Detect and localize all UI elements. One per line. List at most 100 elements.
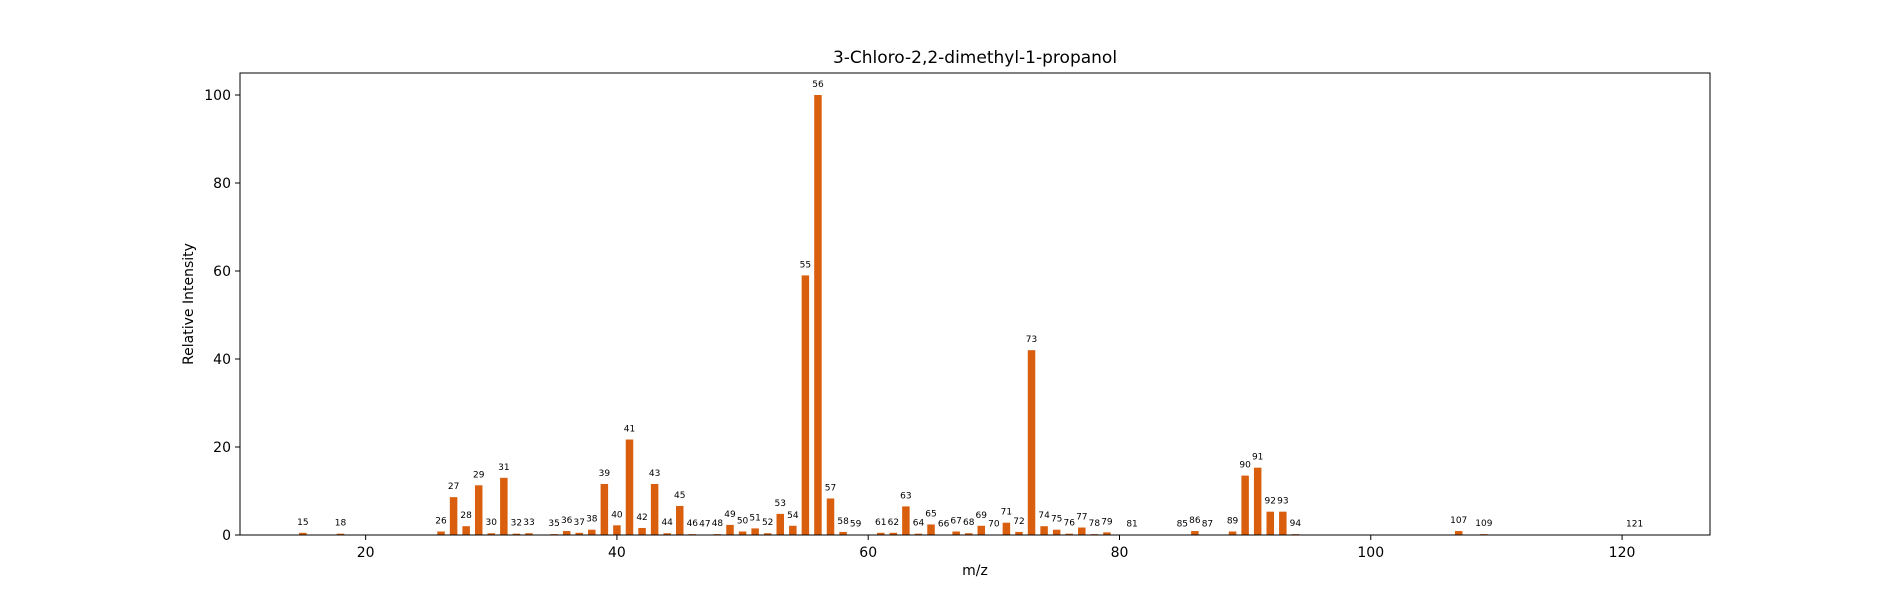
bar-label-mz-93: 93	[1277, 497, 1288, 507]
bar-mz-93	[1279, 511, 1287, 535]
bar-mz-86	[1191, 531, 1199, 535]
bar-mz-15	[299, 532, 307, 535]
bar-mz-36	[562, 531, 571, 535]
bar-label-mz-37: 37	[574, 518, 585, 528]
x-axis-label: m/z	[962, 563, 988, 579]
bar-label-mz-63: 63	[900, 491, 911, 501]
bar-label-mz-74: 74	[1038, 511, 1050, 521]
bar-label-mz-51: 51	[749, 513, 760, 523]
bar-mz-69	[977, 525, 986, 535]
bar-label-mz-35: 35	[548, 519, 559, 529]
bar-label-mz-78: 78	[1089, 519, 1101, 529]
bar-mz-45	[675, 505, 684, 535]
bar-label-mz-43: 43	[649, 469, 660, 479]
bar-label-mz-49: 49	[724, 510, 736, 520]
bar-label-mz-92: 92	[1265, 497, 1276, 507]
x-tick-label: 60	[859, 545, 877, 561]
bar-mz-32	[512, 533, 521, 535]
bar-labels-group: 15 18 26 27 28 29 30 31 32 33 35 36 37 38 39 40 41 42 43 44…	[297, 80, 1643, 530]
bar-label-mz-53: 53	[775, 499, 786, 509]
bar-label-mz-121: 121	[1626, 520, 1643, 530]
bar-label-mz-52: 52	[762, 518, 773, 528]
x-tick-label: 20	[357, 545, 375, 561]
bar-label-mz-44: 44	[661, 518, 673, 528]
bar-label-mz-39: 39	[599, 469, 611, 479]
bar-label-mz-47: 47	[699, 520, 710, 530]
bar-mz-72	[1015, 531, 1023, 535]
bar-label-mz-59: 59	[850, 520, 862, 530]
bar-mz-89	[1228, 531, 1237, 535]
bar-label-mz-28: 28	[460, 511, 472, 521]
bar-mz-30	[487, 533, 496, 535]
bar-mz-40	[613, 525, 621, 535]
bar-label-mz-85: 85	[1177, 520, 1188, 530]
y-tick-label: 20	[213, 440, 231, 456]
bar-mz-79	[1103, 532, 1111, 535]
bar-label-mz-18: 18	[335, 519, 347, 529]
bar-label-mz-46: 46	[687, 519, 699, 529]
bar-mz-26	[437, 531, 445, 535]
bar-label-mz-94: 94	[1290, 519, 1302, 529]
bar-label-mz-67: 67	[950, 516, 961, 526]
bar-label-mz-86: 86	[1189, 516, 1201, 526]
bar-mz-53	[776, 513, 785, 535]
x-tick-label: 80	[1111, 545, 1129, 561]
bar-label-mz-64: 64	[913, 519, 925, 529]
bar-label-mz-69: 69	[976, 511, 988, 521]
bar-label-mz-107: 107	[1450, 516, 1467, 526]
bar-mz-41	[625, 439, 634, 535]
bar-mz-77	[1078, 527, 1086, 535]
bar-mz-33	[525, 533, 533, 535]
bar-label-mz-89: 89	[1227, 516, 1239, 526]
bar-label-mz-58: 58	[837, 517, 849, 527]
bar-label-mz-29: 29	[473, 470, 485, 480]
bar-label-mz-90: 90	[1239, 461, 1251, 471]
bar-mz-43	[650, 483, 659, 535]
bar-mz-51	[751, 528, 759, 535]
bar-label-mz-45: 45	[674, 491, 685, 501]
chart-title: 3-Chloro-2,2-dimethyl-1-propanol	[833, 48, 1117, 68]
bar-mz-71	[1002, 522, 1011, 535]
bar-mz-57	[826, 498, 835, 535]
bar-mz-75	[1052, 529, 1061, 535]
bar-mz-107	[1454, 531, 1463, 535]
bar-mz-54	[789, 525, 797, 535]
bar-label-mz-73: 73	[1026, 335, 1037, 345]
bar-mz-64	[914, 533, 923, 535]
y-axis-label: Relative Intensity	[181, 243, 197, 365]
bar-label-mz-91: 91	[1252, 453, 1263, 463]
bar-label-mz-76: 76	[1064, 519, 1076, 529]
bar-mz-91	[1253, 467, 1262, 535]
y-tick-label: 60	[213, 264, 231, 280]
bar-label-mz-32: 32	[511, 519, 522, 529]
bar-label-mz-77: 77	[1076, 513, 1087, 523]
bar-label-mz-42: 42	[636, 513, 647, 523]
bar-mz-62	[889, 532, 898, 535]
bar-mz-37	[575, 532, 583, 535]
bar-mz-50	[738, 531, 747, 535]
bar-label-mz-57: 57	[825, 483, 836, 493]
bar-mz-31	[500, 477, 508, 535]
bar-mz-63	[902, 506, 910, 535]
bar-label-mz-71: 71	[1001, 508, 1012, 518]
bar-mz-49	[726, 524, 734, 535]
y-tick-label: 0	[222, 528, 231, 544]
bar-label-mz-56: 56	[812, 80, 824, 90]
bar-label-mz-36: 36	[561, 516, 573, 526]
bar-label-mz-87: 87	[1202, 520, 1213, 530]
bar-label-mz-65: 65	[925, 509, 936, 519]
bar-mz-68	[964, 533, 973, 535]
bar-mz-38	[588, 529, 596, 535]
bar-label-mz-54: 54	[787, 511, 799, 521]
bar-mz-90	[1241, 475, 1249, 535]
bar-mz-18	[336, 533, 345, 535]
bar-mz-61	[877, 532, 885, 535]
bar-label-mz-33: 33	[523, 518, 534, 528]
y-axis: 0 20 40 60 80 100	[204, 88, 240, 544]
bar-mz-73	[1027, 350, 1036, 535]
bar-label-mz-26: 26	[435, 516, 447, 526]
bar-mz-55	[801, 275, 810, 535]
bar-mz-52	[763, 533, 772, 535]
bar-mz-44	[663, 533, 671, 535]
